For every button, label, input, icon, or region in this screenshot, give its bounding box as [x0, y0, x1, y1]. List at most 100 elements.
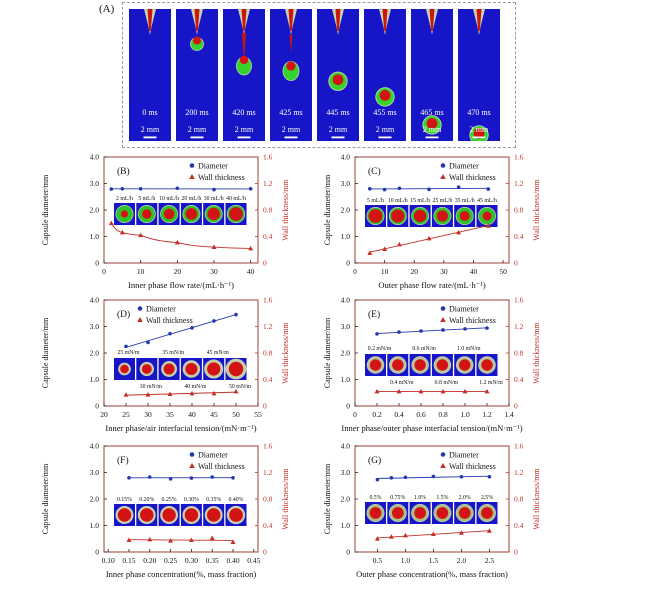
- diameter-point: [485, 326, 489, 330]
- wall-point: [430, 531, 436, 537]
- diameter-point: [403, 475, 408, 480]
- nozzle-icon: [147, 9, 153, 31]
- y2-tick-label: 1.6: [263, 296, 273, 305]
- legend-wall-marker: [440, 463, 446, 468]
- y-tick-label: 3.0: [341, 322, 351, 331]
- x-tick-label: 50: [499, 267, 507, 276]
- inset-label: 40 mN/m: [184, 384, 207, 390]
- inset-capsule-core: [482, 211, 492, 221]
- x-tick-label: 1.0: [460, 410, 470, 419]
- wall-point: [374, 388, 380, 394]
- y-tick-label: 3.0: [341, 179, 351, 188]
- diameter-point: [419, 329, 423, 333]
- diameter-point: [459, 474, 464, 479]
- y-tick-label: 3.0: [341, 468, 351, 477]
- x-tick-label: 55: [254, 410, 262, 419]
- inset-label: 45 mN/m: [207, 350, 230, 356]
- y-tick-label: 4.0: [341, 442, 351, 451]
- inset-label: 50 mN/m: [229, 384, 252, 390]
- y-tick-label: 1.0: [341, 375, 351, 384]
- x-tick-label: 0: [353, 267, 357, 276]
- y-tick-label: 2.0: [341, 349, 351, 358]
- inset-capsule-core: [436, 359, 449, 371]
- nozzle-icon: [335, 9, 341, 31]
- legend-wall-label: Wall thickness: [146, 316, 193, 325]
- droplet-frame: 0 ms 2 mm: [129, 9, 171, 141]
- diameter-point: [210, 475, 215, 479]
- x-axis-title: Inner phase/outer phase interfacial tens…: [341, 423, 522, 433]
- diameter-point: [431, 474, 436, 479]
- inset-capsule-core: [207, 362, 221, 376]
- y-tick-label: 4.0: [90, 442, 100, 451]
- y-tick-label: 4.0: [341, 296, 351, 305]
- scale-bar: [378, 136, 392, 139]
- wall-point: [418, 388, 424, 394]
- wall-point: [126, 537, 132, 542]
- inset-label: 35 mN/m: [162, 350, 185, 356]
- inset-label: 30 mL/h: [204, 196, 224, 202]
- x-axis-title: Inner phase concentration(%, mass fracti…: [106, 569, 257, 579]
- wall-point: [147, 536, 153, 542]
- time-label: 455 ms: [373, 108, 396, 117]
- droplet-frame-image: 470 ms 2 mm: [458, 9, 500, 141]
- diameter-point: [397, 330, 401, 334]
- wall-point: [167, 391, 173, 396]
- nozzle-icon: [429, 9, 435, 31]
- diameter-point: [456, 185, 461, 190]
- x-tick-label: 40: [470, 267, 478, 276]
- diameter-point: [382, 187, 387, 192]
- wall-point: [188, 537, 194, 542]
- y2-tick-label: 0: [263, 259, 267, 268]
- diameter-point: [248, 187, 253, 191]
- scale-label: 2 mm: [329, 125, 348, 134]
- wall-point: [486, 528, 492, 533]
- inset-label: 10 mL/h: [388, 198, 408, 204]
- inset-label: 25 mN/m: [117, 350, 140, 356]
- inset-label: 0.2 mN/m: [368, 346, 392, 352]
- y-tick-label: 1.0: [90, 521, 100, 530]
- scale-bar: [425, 136, 439, 139]
- diameter-point: [168, 477, 173, 481]
- inset-capsule-core: [185, 208, 198, 220]
- scale-label: 2 mm: [188, 125, 207, 134]
- inset-label: 40 mL/h: [226, 196, 246, 202]
- chart-G: 0 1.0 2.0 3.0 4.0 0 0.4 0.8 1.2 1.6 0.5 1.0 1.5 2.0 2.…: [323, 442, 541, 579]
- x-tick-label: 50: [232, 410, 240, 419]
- wall-point: [462, 388, 468, 394]
- legend-wall-marker: [440, 317, 446, 322]
- wall-point: [145, 392, 151, 397]
- y-axis-title-right: Wall thickness/mm: [281, 468, 290, 530]
- y2-tick-label: 1.6: [514, 296, 524, 305]
- wall-point: [211, 244, 217, 249]
- x-tick-label: 45: [210, 410, 218, 419]
- inset-capsule-core: [459, 211, 470, 221]
- droplet-frame: 425 ms 2 mm: [270, 9, 312, 141]
- wall-point: [138, 232, 144, 238]
- y2-tick-label: 1.2: [263, 322, 273, 331]
- panel-a-letter: (A): [99, 3, 115, 15]
- inset-capsule-core: [117, 508, 132, 522]
- y2-tick-label: 1.2: [514, 179, 524, 188]
- y2-tick-label: 1.6: [263, 153, 273, 162]
- y-axis-title-right: Wall thickness/mm: [532, 322, 541, 384]
- x-tick-label: 2.0: [457, 556, 467, 565]
- y2-tick-label: 1.2: [263, 179, 273, 188]
- y-tick-label: 3.0: [90, 322, 100, 331]
- wall-point: [108, 220, 114, 226]
- inset-capsule-core: [369, 359, 382, 371]
- diameter-point: [397, 186, 402, 191]
- wall-point: [168, 538, 174, 543]
- y-axis-title-left: Capsule diameter/mm: [323, 463, 332, 534]
- nozzle-icon: [241, 9, 247, 31]
- inset-label: 30 mN/m: [140, 384, 163, 390]
- y2-tick-label: 1.2: [514, 322, 524, 331]
- droplet-frame: 455 ms 2 mm: [364, 9, 406, 141]
- inset-label: 1.5%: [436, 495, 448, 501]
- y-axis-title-right: Wall thickness/mm: [281, 179, 290, 241]
- y2-tick-label: 0: [263, 548, 267, 557]
- wall-point: [211, 390, 217, 396]
- inset-label: 2.0%: [459, 495, 471, 501]
- wall-point: [382, 246, 388, 251]
- panel-letter: (B): [117, 166, 130, 177]
- inset-label: 15 mL/h: [410, 198, 430, 204]
